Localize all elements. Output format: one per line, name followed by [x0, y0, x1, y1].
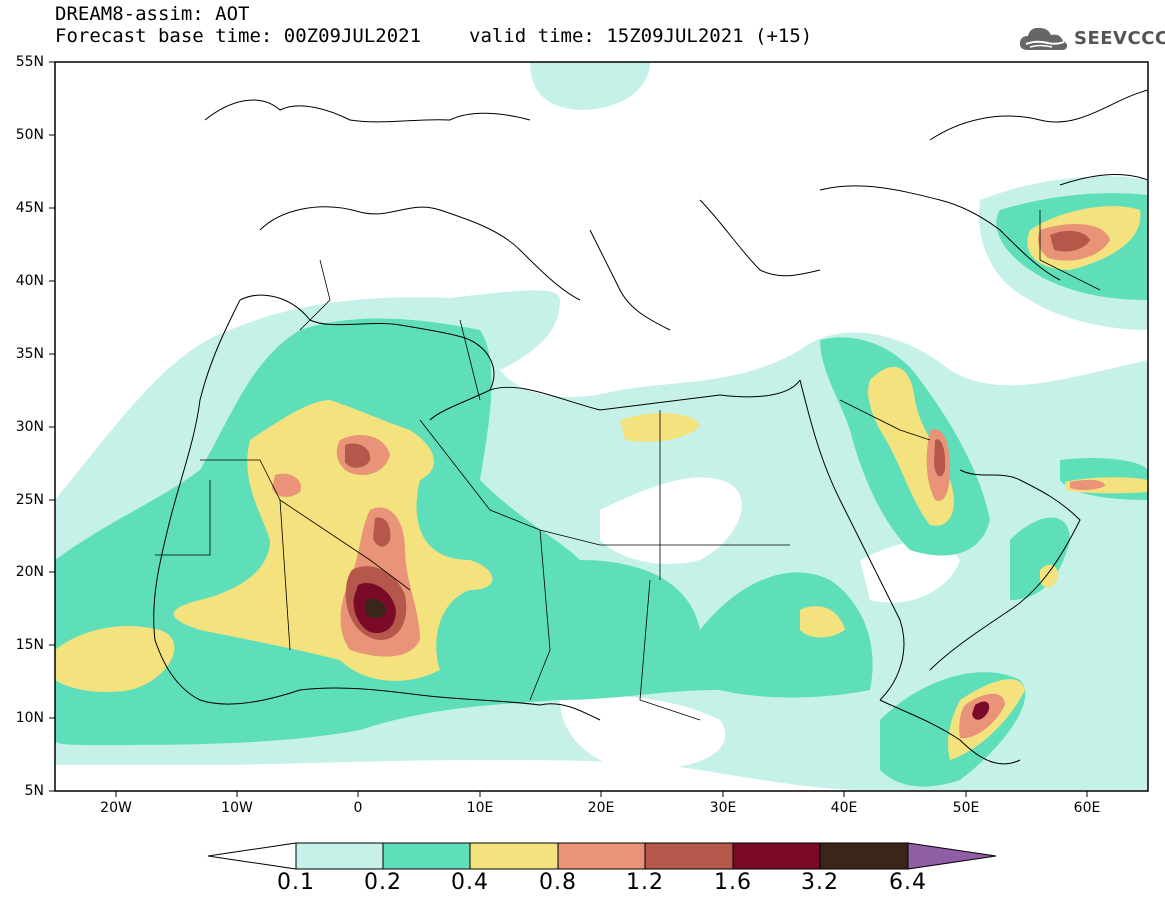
colorbar-bin-0.2: [382, 842, 471, 870]
lat-label: 50N: [15, 127, 44, 143]
lat-label: 5N: [24, 783, 44, 799]
aot-fields: [55, 62, 1148, 790]
map-title: DREAM8-assim: AOT: [55, 3, 250, 25]
colorbar-bin-0.1: [295, 842, 384, 870]
lat-label: 45N: [15, 200, 44, 216]
colorbar-under-arrow: [207, 842, 297, 870]
lat-label: 55N: [15, 54, 44, 70]
lon-label: 20W: [100, 800, 132, 816]
colorbar-bin-3.2: [819, 842, 909, 870]
colorbar-label: 0.1: [277, 870, 315, 895]
colorbar-bin-1.2: [644, 842, 734, 870]
lon-label: 60E: [1073, 800, 1101, 816]
colorbar-label: 6.4: [889, 870, 927, 895]
colorbar: [207, 842, 997, 870]
coastlines: [153, 89, 1148, 765]
lon-label: 20E: [587, 800, 615, 816]
time-info: Forecast base time: 00Z09JUL2021 valid ti…: [55, 26, 812, 46]
valid-time: valid time: 15Z09JUL2021 (+15): [469, 25, 813, 47]
colorbar-bin-0.8: [557, 842, 646, 870]
colorbar-label: 0.2: [364, 870, 402, 895]
colorbar-bin-1.6: [732, 842, 821, 870]
lon-label: 10E: [466, 800, 494, 816]
lat-label: 25N: [15, 492, 44, 508]
lon-label: 0: [353, 800, 363, 816]
lat-label: 10N: [15, 710, 44, 726]
colorbar-label: 0.4: [451, 870, 489, 895]
lat-label: 20N: [15, 564, 44, 580]
country-borders: [155, 210, 1101, 721]
lat-label: 30N: [15, 419, 44, 435]
colorbar-over-arrow: [907, 842, 997, 870]
base-time: Forecast base time: 00Z09JUL2021: [55, 25, 422, 47]
logo-text: SEEVCCC: [1074, 27, 1165, 49]
aot-level-3.2: [366, 598, 386, 619]
cloud-icon: [1019, 27, 1068, 50]
lat-label: 15N: [15, 637, 44, 653]
axis-ticks: [49, 61, 1088, 797]
colorbar-label: 1.2: [626, 870, 664, 895]
lon-label: 30E: [709, 800, 737, 816]
lon-label: 40E: [830, 800, 858, 816]
colorbar-label: 0.8: [539, 870, 577, 895]
colorbar-bin-0.4: [469, 842, 559, 870]
lon-label: 10W: [221, 800, 253, 816]
lon-label: 50E: [952, 800, 980, 816]
colorbar-label: 1.6: [714, 870, 752, 895]
lat-label: 35N: [15, 346, 44, 362]
lat-label: 40N: [15, 273, 44, 289]
colorbar-label: 3.2: [801, 870, 839, 895]
seevccc-logo: SEEVCCC: [1018, 24, 1165, 52]
